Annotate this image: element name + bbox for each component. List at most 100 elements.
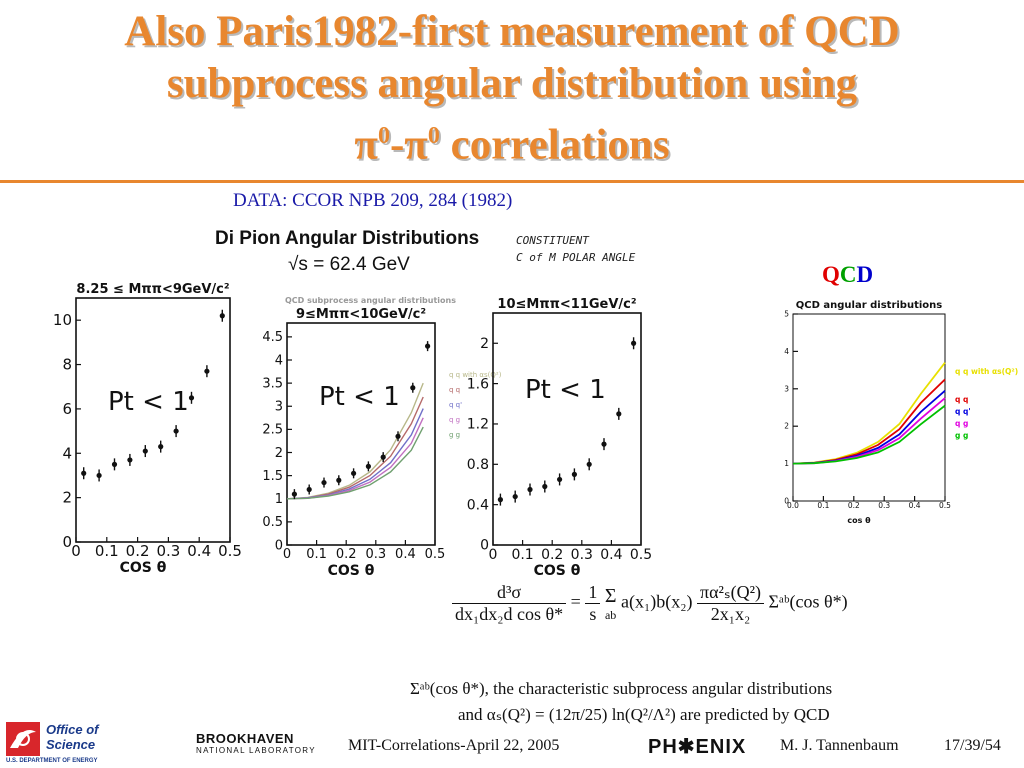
x-tick-label: 0.1 <box>306 547 327 562</box>
x-tick-label: 0.0 <box>787 501 799 510</box>
data-point <box>512 493 518 500</box>
x-tick-label: 0.1 <box>511 547 533 563</box>
data-point <box>616 411 622 417</box>
constituent-note: CONSTITUENT C of M POLAR ANGLE <box>516 232 635 266</box>
data-point <box>631 340 637 346</box>
data-point <box>158 444 164 450</box>
qcd-d: D <box>856 262 874 287</box>
overlay-legend-label: q q' <box>449 401 462 409</box>
ofs-line-2: Science <box>46 737 95 752</box>
y-tick-label: 2.5 <box>262 423 283 438</box>
legend-label: g g <box>955 431 968 440</box>
x-tick-label: 0.5 <box>939 501 951 510</box>
footer-event: MIT-Correlations-April 22, 2005 <box>348 737 560 754</box>
constituent-note-line-1: CONSTITUENT <box>516 234 589 247</box>
overlay-caption: QCD subprocess angular distributions <box>285 296 456 305</box>
sqrt-s-label: √s = 62.4 GeV <box>288 254 410 275</box>
chart-title: QCD angular distributions <box>796 300 943 311</box>
data-point <box>306 486 312 493</box>
x-tick-label: 0.4 <box>600 547 622 563</box>
pt-annotation: Pt < 1 <box>319 382 400 412</box>
data-point <box>601 441 607 447</box>
y-tick-label: 4.5 <box>262 330 283 345</box>
overlay-legend-label: q q <box>449 386 460 394</box>
y-tick-label: 0.4 <box>467 497 489 513</box>
x-tick-label: 0.2 <box>848 501 860 510</box>
x-axis-label: cos θ <box>847 516 871 525</box>
sum-block: Σ ab <box>605 585 617 623</box>
x-tick-label: 0.2 <box>541 547 563 563</box>
y-tick-label: 2 <box>784 422 789 431</box>
y-tick-label: 0 <box>784 497 789 506</box>
pt-annotation: Pt < 1 <box>525 375 606 405</box>
x-tick-label: 0.4 <box>187 542 211 560</box>
qcd-label: QCD <box>822 262 873 288</box>
title-line-2: subprocess angular distribution using <box>166 60 858 107</box>
chart-4: QCD angular distributions 0.0 0.1 0.2 0.3 0.4… <box>784 300 1018 525</box>
chart-title: 9≤Mππ<10GeV/c² <box>296 307 426 322</box>
chart-3: 10≤Mππ<11GeV/c² 0 0.1 0.2 0.3 0.4 0.5 0 0.4 0.8 1.… <box>467 297 652 579</box>
data-point <box>188 395 195 401</box>
x-tick-label: 0 <box>71 542 81 560</box>
x-tick-label: 0.3 <box>571 547 593 563</box>
data-point <box>81 470 87 476</box>
ofs-line-3: U.S. DEPARTMENT OF ENERGY <box>6 758 98 764</box>
chart-2: 9≤Mππ<10GeV/c² 0 0.1 0.2 0.3 0.4 0.5 0 0.5 1 1.5 2 2… <box>262 296 501 579</box>
description-line-1: Σᵃᵇ(cos θ*), the characteristic subproce… <box>410 679 833 698</box>
x-tick-label: 0.2 <box>126 542 150 560</box>
data-point <box>111 461 118 467</box>
legend-label: q q <box>955 395 968 404</box>
ofs-line-1: Office of <box>46 722 100 737</box>
phenix-logo: PH✱ENIX <box>648 736 747 758</box>
qcd-q: Q <box>822 262 840 287</box>
chart-1: 8.25 ≤ Mππ<9GeV/c² 0 0.1 0.2 0.3 0.4 0.5 0 2 4 6 8 1… <box>53 282 242 576</box>
brookhaven-logo: BROOKHAVEN NATIONAL LABORATORY <box>196 731 316 755</box>
data-point <box>425 343 431 349</box>
data-point <box>219 313 225 319</box>
y-tick-label: 1.6 <box>467 376 489 392</box>
lhs-fraction: d³σ dx₁dx₂d cos θ* <box>452 582 567 625</box>
alpha-numerator: πα²ₛ(Q²) <box>697 582 765 604</box>
one-over-s: 1 s <box>585 582 601 625</box>
x-axis-label: COS θ <box>328 563 375 579</box>
data-point <box>586 461 592 467</box>
data-point <box>204 368 210 374</box>
alpha-denominator: 2x₁x₂ <box>710 604 751 624</box>
y-tick-label: 10 <box>53 311 72 329</box>
qcd-curve <box>792 404 946 465</box>
title-line-3: π0-π0 correlations <box>0 110 1024 171</box>
x-axis-label: COS θ <box>534 563 581 579</box>
qcd-overlay-curve <box>286 396 424 500</box>
footer-author: M. J. Tannenbaum <box>780 737 899 754</box>
data-point <box>395 433 401 439</box>
footer-page: 17/39/54 <box>944 737 1001 754</box>
data-point <box>321 479 327 486</box>
x-axis-label: COS θ <box>120 560 167 576</box>
y-tick-label: 0 <box>275 538 283 553</box>
qcd-curve <box>792 397 946 465</box>
x-tick-label: 0.4 <box>395 547 416 562</box>
y-tick-label: 3 <box>784 384 789 393</box>
legend-label: q g <box>955 419 968 428</box>
y-tick-label: 1 <box>275 492 283 507</box>
y-tick-label: 1.5 <box>262 469 283 484</box>
x-tick-label: 0.3 <box>156 542 180 560</box>
plot-frame <box>792 313 946 502</box>
ofs-logo-swoosh <box>10 730 36 748</box>
cross-section-formula: d³σ dx₁dx₂d cos θ* = 1 s Σ ab a(x₁)b(x₂)… <box>452 582 972 638</box>
data-point <box>410 385 416 391</box>
plot-frame <box>492 312 642 546</box>
title-sup-2: 0 <box>427 123 440 149</box>
handwritten-heading: Di Pion Angular Distributions <box>215 228 480 249</box>
y-tick-label: 2 <box>480 336 489 352</box>
chart-title: 10≤Mππ<11GeV/c² <box>497 297 636 312</box>
data-point <box>96 472 102 479</box>
data-point <box>127 457 133 463</box>
pt-annotation: Pt < 1 <box>108 387 189 417</box>
lhs-numerator: d³σ <box>452 582 567 604</box>
plot-frame <box>286 322 436 546</box>
overlay-legend-label: q q with αs(Q²) <box>449 371 502 379</box>
x-tick-label: 0 <box>283 547 291 562</box>
data-point <box>365 463 371 469</box>
